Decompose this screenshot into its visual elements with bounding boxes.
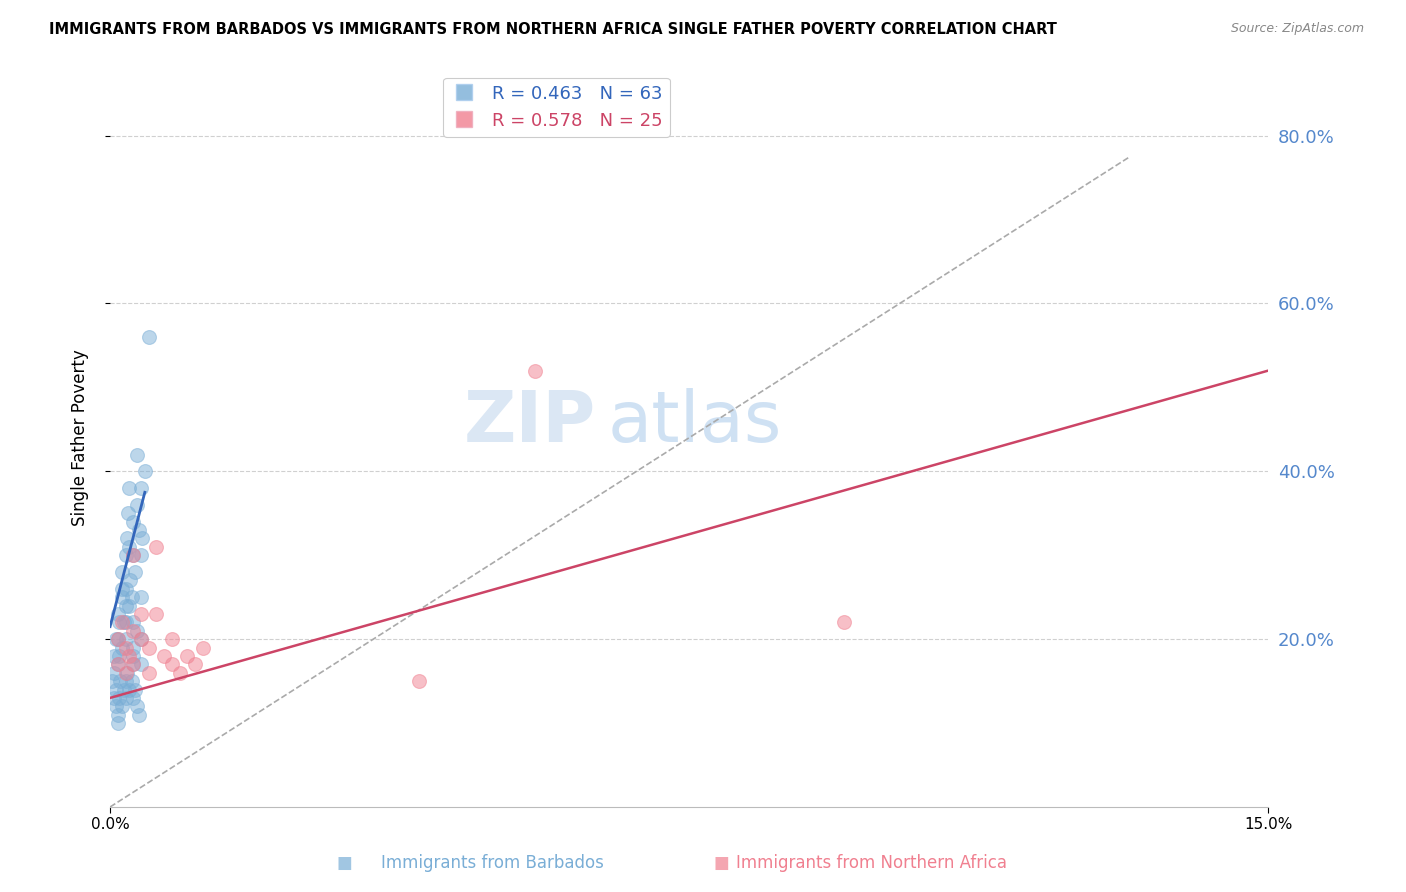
Y-axis label: Single Father Poverty: Single Father Poverty [72, 350, 89, 526]
Point [118, 599, 141, 613]
Point [111, 582, 134, 596]
Point [122, 515, 145, 529]
Point [111, 699, 134, 714]
Point [105, 632, 128, 647]
Point [107, 657, 129, 672]
Point [103, 665, 125, 680]
Point [122, 648, 145, 663]
Point [138, 330, 160, 344]
Point [111, 565, 134, 579]
Point [103, 690, 125, 705]
Point [122, 548, 145, 562]
Text: Source: ZipAtlas.com: Source: ZipAtlas.com [1230, 22, 1364, 36]
Text: ■: ■ [336, 855, 353, 872]
Point [122, 657, 145, 672]
Text: ZIP: ZIP [464, 389, 596, 458]
Point [118, 648, 141, 663]
Point [122, 690, 145, 705]
Point [191, 640, 214, 655]
Point [115, 532, 138, 546]
Point [122, 615, 145, 630]
Point [523, 363, 546, 377]
Point [120, 574, 142, 588]
Point [111, 640, 134, 655]
Point [129, 481, 152, 495]
Point [832, 615, 855, 630]
Point [129, 657, 152, 672]
Point [124, 565, 146, 579]
Point [107, 632, 129, 647]
Point [127, 498, 149, 512]
Point [129, 607, 152, 621]
Point [121, 674, 143, 689]
Point [107, 607, 129, 621]
Point [111, 590, 134, 604]
Point [127, 624, 149, 638]
Point [129, 632, 152, 647]
Point [145, 540, 167, 554]
Point [138, 640, 160, 655]
Point [114, 599, 136, 613]
Point [103, 648, 125, 663]
Point [408, 674, 430, 689]
Point [114, 632, 136, 647]
Point [118, 682, 141, 697]
Point [129, 590, 152, 604]
Point [115, 665, 138, 680]
Point [176, 648, 198, 663]
Point [134, 464, 156, 478]
Point [108, 615, 131, 630]
Point [107, 707, 129, 722]
Point [107, 657, 129, 672]
Point [145, 607, 167, 621]
Point [114, 690, 136, 705]
Point [122, 624, 145, 638]
Point [131, 532, 153, 546]
Point [118, 481, 141, 495]
Point [122, 657, 145, 672]
Point [108, 674, 131, 689]
Text: Immigrants from Northern Africa: Immigrants from Northern Africa [737, 855, 1007, 872]
Point [108, 690, 131, 705]
Point [160, 657, 183, 672]
Point [112, 682, 135, 697]
Point [101, 674, 124, 689]
Point [117, 506, 139, 520]
Point [114, 548, 136, 562]
Point [114, 615, 136, 630]
Point [124, 682, 146, 697]
Point [107, 632, 129, 647]
Point [118, 540, 141, 554]
Point [107, 716, 129, 731]
Point [127, 448, 149, 462]
Point [105, 682, 128, 697]
Point [114, 674, 136, 689]
Point [128, 523, 150, 537]
Point [122, 640, 145, 655]
Point [127, 699, 149, 714]
Point [112, 615, 135, 630]
Point [108, 648, 131, 663]
Point [153, 648, 176, 663]
Text: atlas: atlas [607, 389, 782, 458]
Point [129, 632, 152, 647]
Text: ■: ■ [713, 855, 730, 872]
Point [129, 548, 152, 562]
Point [105, 699, 128, 714]
Point [184, 657, 207, 672]
Point [114, 640, 136, 655]
Point [111, 615, 134, 630]
Point [122, 548, 145, 562]
Point [138, 665, 160, 680]
Point [169, 665, 191, 680]
Legend: R = 0.463   N = 63, R = 0.578   N = 25: R = 0.463 N = 63, R = 0.578 N = 25 [443, 78, 671, 137]
Point [121, 590, 143, 604]
Point [114, 582, 136, 596]
Point [114, 665, 136, 680]
Text: Immigrants from Barbados: Immigrants from Barbados [381, 855, 603, 872]
Point [128, 707, 150, 722]
Point [160, 632, 183, 647]
Text: IMMIGRANTS FROM BARBADOS VS IMMIGRANTS FROM NORTHERN AFRICA SINGLE FATHER POVERT: IMMIGRANTS FROM BARBADOS VS IMMIGRANTS F… [49, 22, 1057, 37]
